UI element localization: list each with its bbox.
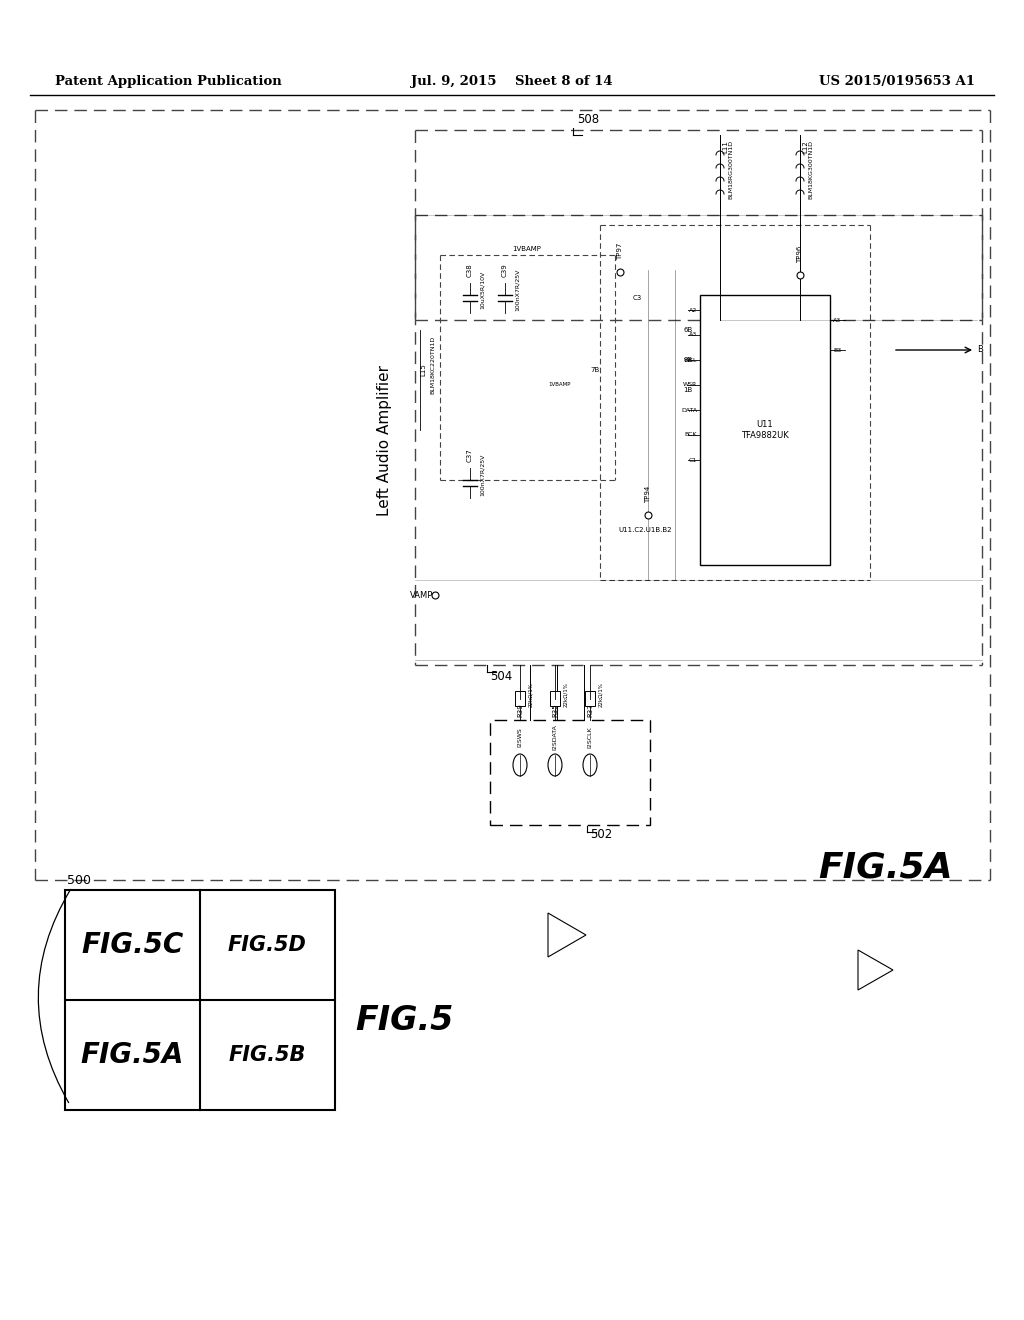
Text: 8B: 8B	[683, 356, 692, 363]
Text: TP94: TP94	[645, 486, 651, 503]
Text: BLM18RG300TN1D: BLM18RG300TN1D	[728, 140, 733, 199]
Text: L12: L12	[802, 140, 808, 153]
Ellipse shape	[583, 754, 597, 776]
Text: VAMP: VAMP	[410, 590, 433, 599]
Text: A3: A3	[689, 333, 697, 338]
Ellipse shape	[513, 754, 527, 776]
Text: BLM18KG300TN1D: BLM18KG300TN1D	[808, 140, 813, 199]
Text: DATA: DATA	[681, 408, 697, 412]
Text: C37: C37	[467, 449, 473, 462]
Text: 502: 502	[590, 828, 612, 841]
Text: A3: A3	[833, 318, 842, 322]
Text: 22kΩ/1%: 22kΩ/1%	[563, 682, 568, 708]
Text: L11: L11	[722, 140, 728, 153]
Text: TP96: TP96	[797, 246, 803, 263]
Text: 22kΩ/1%: 22kΩ/1%	[528, 682, 534, 708]
Text: U11.C2.U1B.B2: U11.C2.U1B.B2	[618, 527, 672, 533]
Text: I2SCLK: I2SCLK	[588, 726, 593, 748]
Text: C3: C3	[633, 294, 642, 301]
Text: B3: B3	[833, 347, 842, 352]
Bar	[700, 294, 830, 565]
Text: FIG.5A: FIG.5A	[81, 1041, 184, 1069]
Text: 100nX7R/25V: 100nX7R/25V	[480, 454, 485, 496]
Text: C38: C38	[467, 263, 473, 277]
Text: 6B: 6B	[683, 327, 692, 333]
Text: TP97: TP97	[617, 243, 623, 260]
Text: 1VBAMP: 1VBAMP	[513, 246, 542, 252]
Text: FIG.5D: FIG.5D	[228, 935, 307, 954]
Polygon shape	[858, 950, 893, 990]
Text: C1: C1	[689, 458, 697, 462]
Text: 100nX7R/25V: 100nX7R/25V	[515, 269, 520, 312]
Text: R39: R39	[517, 704, 523, 717]
Text: R37: R37	[587, 704, 593, 717]
Text: BCK: BCK	[684, 433, 697, 437]
Text: WSR: WSR	[683, 383, 697, 388]
Text: 504: 504	[490, 671, 512, 682]
Bar	[585, 690, 595, 706]
Bar	[65, 890, 335, 1110]
Text: BLM18KC220TN1D: BLM18KC220TN1D	[430, 335, 435, 395]
Text: Patent Application Publication: Patent Application Publication	[55, 75, 282, 88]
Text: 7B: 7B	[591, 367, 600, 374]
Text: 10uX5R/10V: 10uX5R/10V	[480, 271, 485, 309]
Text: 1VBAMP: 1VBAMP	[549, 383, 571, 388]
Bar	[515, 690, 525, 706]
Text: US 2015/0195653 A1: US 2015/0195653 A1	[819, 75, 975, 88]
Text: 22kΩ/1%: 22kΩ/1%	[598, 682, 603, 708]
Bar	[550, 690, 560, 706]
Text: A2: A2	[689, 308, 697, 313]
Text: Jul. 9, 2015    Sheet 8 of 14: Jul. 9, 2015 Sheet 8 of 14	[412, 75, 612, 88]
Text: C39: C39	[502, 263, 508, 277]
Text: 500: 500	[67, 874, 91, 887]
Text: FIG.5C: FIG.5C	[81, 931, 183, 960]
Text: 1B: 1B	[683, 387, 692, 393]
Text: Left Audio Amplifier: Left Audio Amplifier	[378, 364, 392, 516]
Text: FIG.5: FIG.5	[355, 1003, 454, 1036]
Text: FIG.5A: FIG.5A	[818, 850, 952, 884]
Text: I2SDATA: I2SDATA	[553, 725, 557, 750]
Text: 508: 508	[577, 114, 599, 125]
Polygon shape	[548, 913, 586, 957]
Text: I2SWS: I2SWS	[517, 727, 522, 747]
Text: FIG.5B: FIG.5B	[228, 1045, 306, 1065]
Bar	[490, 719, 650, 825]
Text: U11
TFA9882UK: U11 TFA9882UK	[741, 420, 788, 440]
Text: WSL: WSL	[683, 358, 697, 363]
Text: L15: L15	[420, 363, 426, 376]
Text: B: B	[977, 346, 983, 355]
Ellipse shape	[548, 754, 562, 776]
Text: R35: R35	[552, 704, 558, 717]
